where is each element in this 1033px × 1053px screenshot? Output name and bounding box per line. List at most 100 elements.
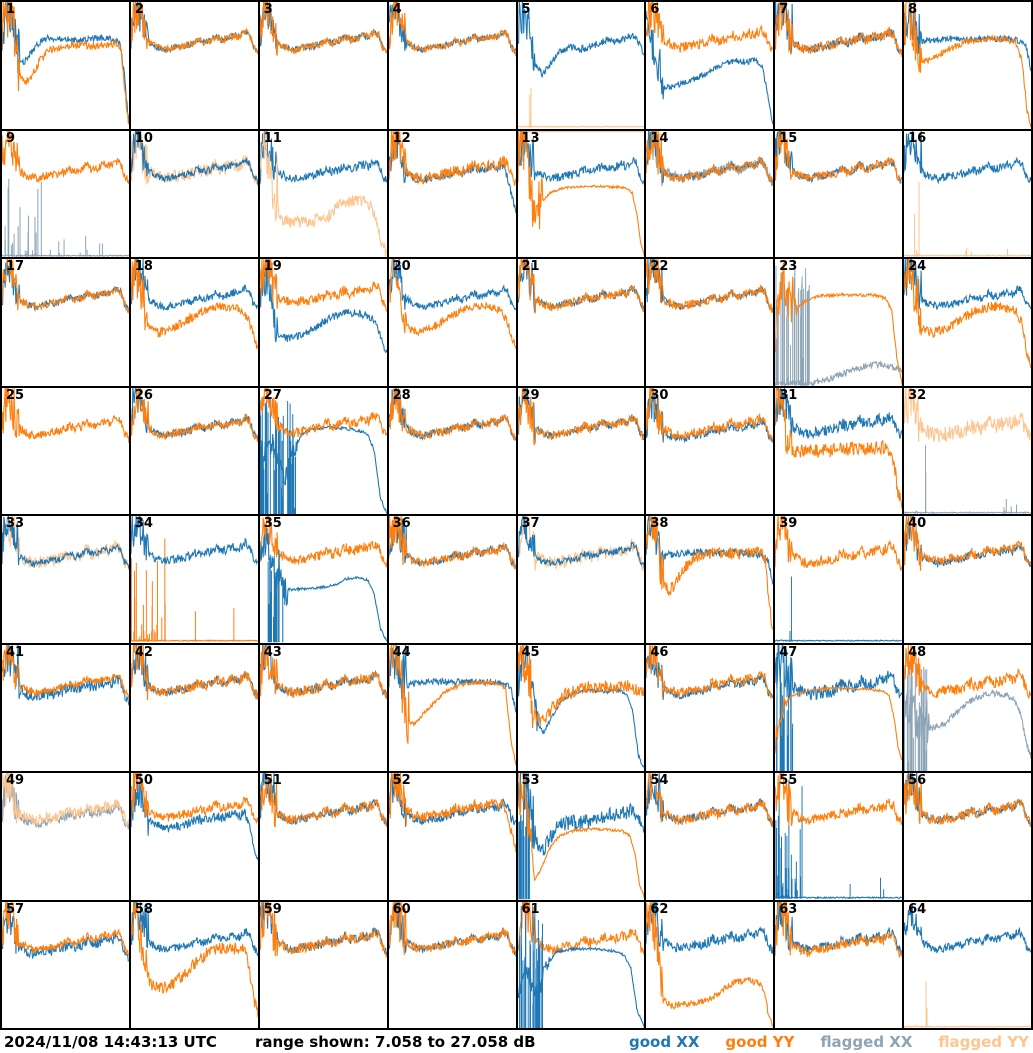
plot-number: 34 [134, 516, 153, 531]
spectrum-plot-cell-56[interactable]: 56 [903, 772, 1032, 901]
spectrum-plot-cell-21[interactable]: 21 [516, 258, 646, 387]
spectrum-plot-svg [130, 259, 258, 350]
spectrum-plot-cell-39[interactable]: 39 [774, 515, 904, 644]
spectrum-plot-svg [775, 644, 903, 771]
spectrum-plot-cell-22[interactable]: 22 [645, 258, 775, 387]
spectrum-plot-cell-41[interactable]: 41 [1, 643, 130, 772]
spectrum-plot-svg [517, 130, 645, 257]
spectrum-plot-cell-12[interactable]: 12 [387, 129, 517, 258]
spectrum-plot-cell-20[interactable]: 20 [387, 258, 517, 387]
spectrum-plot-svg [517, 387, 645, 445]
spectrum-plot-cell-28[interactable]: 28 [387, 386, 517, 515]
spectrum-plot-cell-59[interactable]: 59 [258, 900, 388, 1029]
spectrum-plot-svg [130, 516, 258, 643]
spectrum-plot-svg [646, 387, 774, 443]
spectrum-plot-cell-23[interactable]: 23 [774, 258, 904, 387]
spectrum-plot-svg [388, 387, 516, 441]
spectrum-plot-cell-16[interactable]: 16 [903, 129, 1032, 258]
spectrum-plot-cell-50[interactable]: 50 [129, 772, 259, 901]
spectrum-plot-cell-64[interactable]: 64 [903, 900, 1032, 1029]
spectrum-plot-svg [130, 387, 258, 442]
spectrum-plot-cell-2[interactable]: 2 [129, 1, 259, 130]
legend-item-good-yy: good YY [725, 1032, 795, 1051]
plot-number: 43 [263, 644, 282, 660]
spectrum-plot-cell-33[interactable]: 33 [1, 515, 130, 644]
spectrum-plot-svg [775, 901, 903, 959]
spectrum-plot-cell-40[interactable]: 40 [903, 515, 1032, 644]
spectrum-plot-cell-17[interactable]: 17 [1, 258, 130, 387]
spectrum-plot-cell-9[interactable]: 9 [1, 129, 130, 258]
spectrum-plot-cell-26[interactable]: 26 [129, 386, 259, 515]
spectrum-plot-cell-10[interactable]: 10 [129, 129, 259, 258]
plot-number: 54 [650, 773, 669, 788]
spectrum-plot-svg [130, 2, 258, 55]
spectrum-plot-cell-13[interactable]: 13 [516, 129, 646, 258]
spectrum-plot-cell-51[interactable]: 51 [258, 772, 388, 901]
spectrum-plot-cell-29[interactable]: 29 [516, 386, 646, 515]
spectrum-plot-cell-30[interactable]: 30 [645, 386, 775, 515]
spectrum-plot-cell-35[interactable]: 35 [258, 515, 388, 644]
spectrum-plot-cell-5[interactable]: 5 [516, 1, 646, 130]
spectrum-plot-cell-48[interactable]: 48 [903, 643, 1032, 772]
spectrum-plot-cell-57[interactable]: 57 [1, 900, 130, 1029]
plot-number: 50 [134, 773, 153, 788]
spectrum-plot-cell-61[interactable]: 61 [516, 900, 646, 1029]
plot-number: 17 [6, 259, 25, 274]
spectrum-plot-cell-25[interactable]: 25 [1, 386, 130, 515]
spectrum-plot-cell-4[interactable]: 4 [387, 1, 517, 130]
spectrum-plot-cell-18[interactable]: 18 [129, 258, 259, 387]
spectrum-plot-cell-62[interactable]: 62 [645, 900, 775, 1029]
trace [904, 688, 1031, 759]
spectrum-plot-cell-45[interactable]: 45 [516, 643, 646, 772]
spectrum-plot-cell-19[interactable]: 19 [258, 258, 388, 387]
trace [259, 2, 387, 54]
spectrum-plot-cell-31[interactable]: 31 [774, 386, 904, 515]
spectrum-plot-cell-37[interactable]: 37 [516, 515, 646, 644]
plot-number: 1 [6, 2, 16, 17]
spectrum-plot-cell-53[interactable]: 53 [516, 772, 646, 901]
plot-number: 33 [6, 516, 25, 531]
spectrum-plot-cell-7[interactable]: 7 [774, 1, 904, 130]
trace [904, 130, 1031, 185]
spectrum-plot-cell-47[interactable]: 47 [774, 643, 904, 772]
spectrum-plot-cell-55[interactable]: 55 [774, 772, 904, 901]
spectrum-plot-cell-58[interactable]: 58 [129, 900, 259, 1029]
plot-number: 28 [392, 387, 411, 403]
spectrum-plot-cell-42[interactable]: 42 [129, 643, 259, 772]
trace [130, 516, 258, 565]
spectrum-plot-cell-27[interactable]: 27 [258, 386, 388, 515]
spectrum-plot-cell-8[interactable]: 8 [903, 1, 1032, 130]
spectrum-plot-cell-38[interactable]: 38 [645, 515, 775, 644]
spectrum-plot-cell-11[interactable]: 11 [258, 129, 388, 258]
spectrum-plot-cell-1[interactable]: 1 [1, 1, 130, 130]
spectrum-plot-cell-60[interactable]: 60 [387, 900, 517, 1029]
spectrum-plot-cell-54[interactable]: 54 [645, 772, 775, 901]
spectrum-plot-cell-46[interactable]: 46 [645, 643, 775, 772]
spectrum-plot-svg [775, 387, 903, 509]
trace [2, 901, 129, 957]
plot-number: 53 [521, 773, 540, 788]
spectrum-plot-cell-32[interactable]: 32 [903, 386, 1032, 515]
spectrum-plot-cell-34[interactable]: 34 [129, 515, 259, 644]
spectrum-plot-cell-3[interactable]: 3 [258, 1, 388, 130]
spectrum-plot-cell-15[interactable]: 15 [774, 129, 904, 258]
spectrum-plot-cell-44[interactable]: 44 [387, 643, 517, 772]
plot-number: 56 [908, 773, 927, 788]
spectrum-plot-svg [388, 259, 516, 349]
spectrum-plot-cell-49[interactable]: 49 [1, 772, 130, 901]
trace [130, 538, 235, 642]
spectrum-plot-cell-24[interactable]: 24 [903, 258, 1032, 387]
spectrum-plot-cell-6[interactable]: 6 [645, 1, 775, 130]
spectrum-plot-cell-14[interactable]: 14 [645, 129, 775, 258]
trace [646, 901, 774, 954]
spectrum-plot-cell-36[interactable]: 36 [387, 515, 517, 644]
spectrum-plot-svg [259, 2, 387, 56]
spectrum-plot-cell-52[interactable]: 52 [387, 772, 517, 901]
trace [259, 259, 387, 354]
spectrum-plot-cell-43[interactable]: 43 [258, 643, 388, 772]
trace [904, 644, 1031, 699]
spectrum-plot-svg [646, 259, 774, 313]
plot-number: 58 [134, 901, 153, 917]
spectrum-plot-cell-63[interactable]: 63 [774, 900, 904, 1029]
plot-number: 27 [263, 387, 282, 403]
